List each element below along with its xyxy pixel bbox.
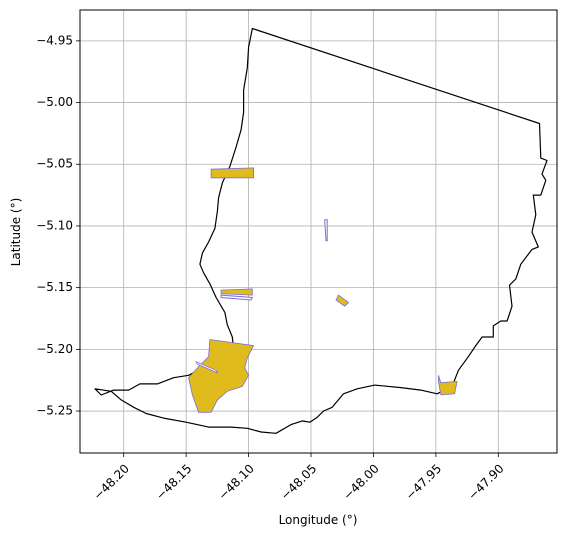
y-tick-label: −5.25 [36, 404, 73, 418]
grid-lines [80, 10, 557, 453]
x-axis-title: Longitude (°) [279, 513, 358, 527]
y-axis-title: Latitude (°) [9, 198, 23, 267]
map-shapes [94, 27, 548, 434]
area-gap [195, 360, 219, 374]
y-tick-label: −5.00 [36, 95, 73, 109]
y-tick-label: −5.20 [36, 342, 73, 356]
area-outline [324, 219, 328, 242]
y-tick-label: −5.10 [36, 218, 73, 232]
highlighted-area [188, 339, 255, 413]
plot-frame [79, 9, 558, 454]
y-tick-label: −5.05 [36, 157, 73, 171]
y-tick-label: −4.95 [36, 33, 73, 47]
highlighted-area [210, 167, 255, 179]
boundary-outline [94, 27, 548, 434]
highlighted-area [335, 294, 350, 307]
highlighted-area [437, 375, 458, 396]
y-tick-label: −5.15 [36, 280, 73, 294]
highlighted-area [220, 288, 253, 296]
area-outline [220, 294, 254, 301]
